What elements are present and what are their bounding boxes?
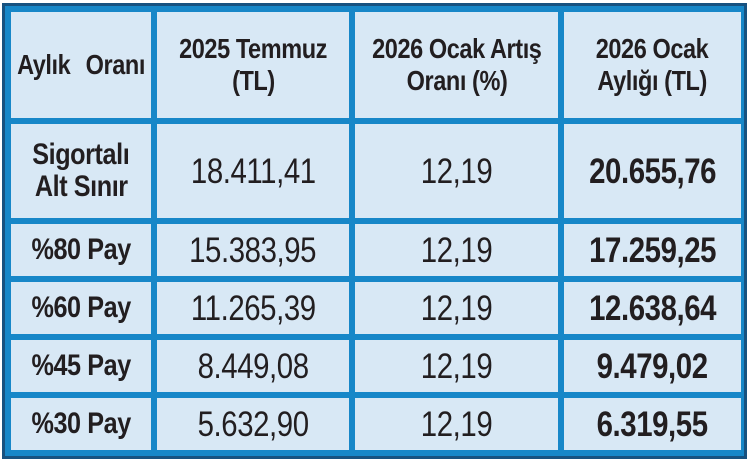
jul2025-value-cell: 15.383,95 (157, 224, 349, 276)
increase-value-cell: 12,19 (355, 282, 558, 334)
jan2026-value: 9.479,02 (596, 346, 709, 386)
jul2025-value: 11.265,39 (190, 288, 316, 328)
jul2025-value: 18.411,41 (190, 151, 316, 191)
jul2025-value: 8.449,08 (197, 346, 309, 386)
header-line: Aylığı (TL) (597, 65, 708, 96)
header-line: 2026 Ocak (596, 32, 709, 64)
jul2025-value-cell: 11.265,39 (157, 282, 349, 334)
row-label-cell: %60 Pay (11, 282, 151, 334)
header-line: Oranı (%) (406, 65, 507, 96)
header-line: Aylık (16, 48, 71, 80)
jul2025-value-cell: 5.632,90 (157, 398, 349, 450)
increase-value-cell: 12,19 (355, 224, 558, 276)
header-line: 2026 Ocak Artış (371, 32, 542, 64)
increase-value-cell: 12,19 (355, 398, 558, 450)
increase-value: 12,19 (420, 346, 493, 386)
increase-value: 12,19 (420, 151, 493, 191)
row-label-cell: %45 Pay (11, 340, 151, 392)
header-line: (TL) (231, 65, 275, 96)
jan2026-value-cell: 9.479,02 (564, 340, 741, 392)
jan2026-value-cell: 12.638,64 (564, 282, 741, 334)
header-cell-jan2026: 2026 Ocak Aylığı (TL) (564, 12, 741, 118)
increase-value: 12,19 (420, 230, 493, 270)
table-row: Sigortalı Alt Sınır 18.411,41 12,19 20.6… (11, 124, 741, 218)
table-row: %80 Pay 15.383,95 12,19 17.259,25 (11, 224, 741, 276)
jan2026-value: 6.319,55 (596, 404, 709, 444)
jan2026-value-cell: 6.319,55 (564, 398, 741, 450)
table-row: %45 Pay 8.449,08 12,19 9.479,02 (11, 340, 741, 392)
row-label-cell: Sigortalı Alt Sınır (11, 124, 151, 218)
row-label-cell: %80 Pay (11, 224, 151, 276)
jul2025-value: 5.632,90 (197, 404, 309, 444)
jan2026-value-cell: 17.259,25 (564, 224, 741, 276)
table-row: %30 Pay 5.632,90 12,19 6.319,55 (11, 398, 741, 450)
table-row: %60 Pay 11.265,39 12,19 12.638,64 (11, 282, 741, 334)
row-label-line: Sigortalı (32, 137, 130, 171)
jul2025-value-cell: 8.449,08 (157, 340, 349, 392)
jan2026-value: 12.638,64 (588, 288, 717, 328)
jul2025-value-cell: 18.411,41 (157, 124, 349, 218)
row-label-line: %60 Pay (31, 290, 131, 324)
header-line: 2025 Temmuz (179, 32, 327, 64)
jan2026-value: 17.259,25 (588, 230, 717, 270)
increase-value-cell: 12,19 (355, 124, 558, 218)
jul2025-value: 15.383,95 (189, 230, 317, 270)
header-cell-jul2025: 2025 Temmuz (TL) (157, 12, 349, 118)
row-label-line: Alt Sınır (34, 170, 128, 203)
header-row: Aylık Oranı 2025 Temmuz (TL) 2026 Ocak A… (11, 12, 741, 118)
increase-value-cell: 12,19 (355, 340, 558, 392)
jan2026-value: 20.655,76 (588, 151, 717, 191)
header-cell-rate: Aylık Oranı (11, 12, 151, 118)
increase-value: 12,19 (420, 288, 493, 328)
row-label-line: %80 Pay (31, 232, 131, 266)
jan2026-value-cell: 20.655,76 (564, 124, 741, 218)
row-label-cell: %30 Pay (11, 398, 151, 450)
row-label-line: %45 Pay (31, 348, 131, 382)
row-label-line: %30 Pay (31, 406, 131, 440)
header-cell-increase: 2026 Ocak Artış Oranı (%) (355, 12, 558, 118)
salary-table: Aylık Oranı 2025 Temmuz (TL) 2026 Ocak A… (5, 6, 747, 456)
table-frame: Aylık Oranı 2025 Temmuz (TL) 2026 Ocak A… (2, 3, 747, 459)
increase-value: 12,19 (420, 404, 493, 444)
header-line: Oranı (85, 48, 145, 80)
